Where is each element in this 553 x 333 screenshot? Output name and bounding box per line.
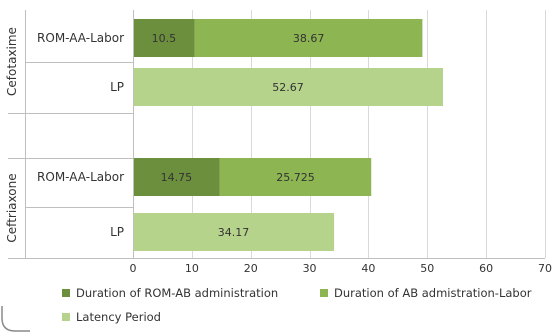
category-label: LP <box>110 225 124 239</box>
bar-value-label: 10.5 <box>152 32 177 45</box>
x-tick-label: 10 <box>185 262 199 275</box>
legend-swatch <box>320 289 328 297</box>
bar-segment <box>133 19 195 57</box>
legend-swatch <box>62 313 70 321</box>
bar-value-label: 34.17 <box>218 226 250 239</box>
bar-segment <box>133 68 444 106</box>
labels: 0 10 20 30 40 50 60 70 Cefotaxime ROM-AA-Labor 10.… <box>5 27 552 275</box>
bar-value-label: 38.67 <box>293 32 325 45</box>
bar-segment <box>133 213 335 251</box>
category-label: ROM-AA-Labor <box>37 170 124 184</box>
legend-swatch <box>62 289 70 297</box>
bar-value-label: 52.67 <box>272 81 304 94</box>
legend-label: Latency Period <box>76 310 161 324</box>
x-tick-label: 20 <box>244 262 258 275</box>
bar-segment <box>194 19 423 57</box>
axes <box>8 10 545 259</box>
x-tick-label: 70 <box>538 262 552 275</box>
x-tick-label: 40 <box>361 262 375 275</box>
x-tick-label: 0 <box>130 262 137 275</box>
category-label: ROM-AA-Labor <box>37 31 124 45</box>
bars <box>133 19 444 251</box>
bar-value-label: 25.725 <box>276 171 315 184</box>
category-label: LP <box>110 80 124 94</box>
bar-value-label: 14.75 <box>161 171 193 184</box>
frame-corner <box>1 306 30 332</box>
bar-segment <box>219 158 372 196</box>
x-tick-label: 50 <box>420 262 434 275</box>
group-label: Ceftriaxone <box>5 173 19 242</box>
legend-label: Duration of AB admistration-Labor <box>334 286 532 300</box>
x-tick-label: 60 <box>479 262 493 275</box>
bar-segment <box>133 158 220 196</box>
group-label: Cefotaxime <box>5 27 19 96</box>
legend-label: Duration of ROM-AB administration <box>76 286 278 300</box>
legend: Duration of ROM-AB administration Duratio… <box>62 286 532 324</box>
x-tick-label: 30 <box>303 262 317 275</box>
